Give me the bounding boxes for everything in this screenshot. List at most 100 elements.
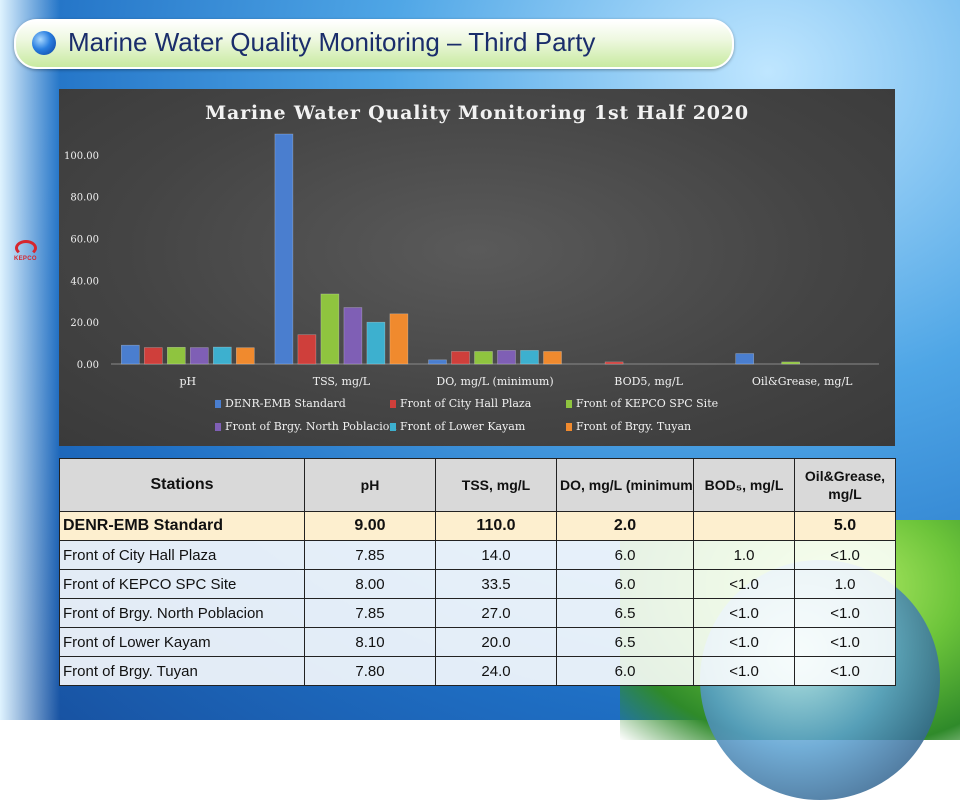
- y-tick-label: 60.00: [70, 235, 99, 246]
- bar: [428, 359, 447, 365]
- logo-icon: [15, 240, 37, 256]
- x-tick-label: Oil&Grease, mg/L: [752, 375, 853, 388]
- bar: [366, 321, 386, 365]
- bar: [389, 313, 409, 365]
- bar: [543, 351, 562, 365]
- cell-tss: 24.0: [435, 656, 557, 686]
- cell-tss: 110.0: [435, 511, 557, 541]
- header-do: DO, mg/L (minimum): [556, 458, 694, 512]
- bar: [604, 361, 624, 365]
- cell-do: 6.0: [556, 569, 694, 599]
- table-row: Front of City Hall Plaza 7.85 14.0 6.0 1…: [59, 540, 896, 570]
- cell-oil-grease: <1.0: [794, 627, 896, 657]
- legend-swatch: [390, 423, 396, 431]
- chart-title: Marine Water Quality Monitoring 1st Half…: [205, 102, 749, 124]
- chart-panel: Marine Water Quality Monitoring 1st Half…: [59, 89, 895, 446]
- header-tss: TSS, mg/L: [435, 458, 557, 512]
- cell-station: Front of City Hall Plaza: [59, 540, 305, 570]
- header-oil-grease: Oil&Grease, mg/L: [794, 458, 896, 512]
- bullet-icon: [32, 31, 56, 55]
- slide-title-bar: Marine Water Quality Monitoring – Third …: [14, 19, 734, 69]
- legend-swatch: [566, 400, 572, 408]
- bar: [144, 347, 163, 365]
- cell-do: 2.0: [556, 511, 694, 541]
- bar: [190, 347, 209, 365]
- x-tick-label: BOD5, mg/L: [614, 375, 683, 388]
- cell-bod5: <1.0: [693, 627, 795, 657]
- x-tick-label: DO, mg/L (minimum): [436, 375, 553, 388]
- legend-swatch: [215, 423, 221, 431]
- cell-bod5: 1.0: [693, 540, 795, 570]
- cell-oil-grease: 1.0: [794, 569, 896, 599]
- bar: [735, 353, 755, 365]
- cell-oil-grease: <1.0: [794, 656, 896, 686]
- legend-label: Front of City Hall Plaza: [400, 397, 532, 410]
- cell-station: DENR-EMB Standard: [59, 511, 305, 541]
- y-tick-label: 40.00: [70, 276, 99, 287]
- bar: [274, 133, 294, 365]
- bar: [474, 351, 493, 365]
- bar: [320, 293, 340, 365]
- x-tick-label: TSS, mg/L: [313, 375, 371, 388]
- cell-oil-grease: <1.0: [794, 540, 896, 570]
- left-glow: [0, 0, 60, 720]
- bar: [520, 350, 539, 365]
- data-table: Stations pH TSS, mg/L DO, mg/L (minimum)…: [59, 458, 896, 686]
- table-row: Front of Brgy. Tuyan 7.80 24.0 6.0 <1.0 …: [59, 656, 896, 686]
- legend-label: Front of Brgy. North Poblacion: [225, 420, 396, 433]
- cell-tss: 20.0: [435, 627, 557, 657]
- table-row: Front of Brgy. North Poblacion 7.85 27.0…: [59, 598, 896, 628]
- bar: [297, 334, 317, 365]
- table-row: Front of Lower Kayam 8.10 20.0 6.5 <1.0 …: [59, 627, 896, 657]
- cell-ph: 9.00: [304, 511, 436, 541]
- bar: [236, 347, 255, 365]
- bar: [451, 351, 470, 365]
- y-tick-label: 80.00: [70, 193, 99, 204]
- legend-label: Front of KEPCO SPC Site: [576, 397, 718, 410]
- bar: [343, 307, 363, 365]
- data-table-container: Stations pH TSS, mg/L DO, mg/L (minimum)…: [59, 458, 896, 686]
- kepco-logo: KEPCO: [14, 240, 40, 270]
- cell-ph: 8.00: [304, 569, 436, 599]
- cell-ph: 7.85: [304, 598, 436, 628]
- cell-bod5: [693, 511, 795, 541]
- cell-tss: 33.5: [435, 569, 557, 599]
- bar: [781, 361, 801, 365]
- table-header-row: Stations pH TSS, mg/L DO, mg/L (minimum)…: [59, 458, 896, 512]
- legend-swatch: [566, 423, 572, 431]
- y-tick-label: 0.00: [77, 360, 99, 371]
- cell-station: Front of Brgy. North Poblacion: [59, 598, 305, 628]
- bar: [497, 350, 516, 365]
- cell-bod5: <1.0: [693, 656, 795, 686]
- legend-label: DENR-EMB Standard: [225, 397, 346, 410]
- y-tick-label: 100.00: [64, 151, 99, 162]
- bar-chart: Marine Water Quality Monitoring 1st Half…: [64, 102, 879, 433]
- legend-swatch: [215, 400, 221, 408]
- header-bod5: BOD₅, mg/L: [693, 458, 795, 512]
- cell-station: Front of Brgy. Tuyan: [59, 656, 305, 686]
- legend-label: Front of Lower Kayam: [400, 420, 526, 433]
- legend-label: Front of Brgy. Tuyan: [576, 420, 691, 433]
- cell-do: 6.5: [556, 627, 694, 657]
- bar: [120, 344, 140, 365]
- cell-bod5: <1.0: [693, 569, 795, 599]
- cell-station: Front of Lower Kayam: [59, 627, 305, 657]
- bar: [213, 346, 232, 365]
- cell-ph: 7.85: [304, 540, 436, 570]
- cell-station: Front of KEPCO SPC Site: [59, 569, 305, 599]
- cell-ph: 7.80: [304, 656, 436, 686]
- y-tick-label: 20.00: [70, 318, 99, 329]
- table-row: DENR-EMB Standard 9.00 110.0 2.0 5.0: [59, 511, 896, 541]
- cell-do: 6.0: [556, 540, 694, 570]
- cell-do: 6.0: [556, 656, 694, 686]
- cell-do: 6.5: [556, 598, 694, 628]
- x-tick-label: pH: [179, 375, 196, 388]
- bar: [167, 346, 186, 365]
- cell-tss: 14.0: [435, 540, 557, 570]
- legend-swatch: [390, 400, 396, 408]
- cell-oil-grease: 5.0: [794, 511, 896, 541]
- cell-ph: 8.10: [304, 627, 436, 657]
- table-row: Front of KEPCO SPC Site 8.00 33.5 6.0 <1…: [59, 569, 896, 599]
- slide-title: Marine Water Quality Monitoring – Third …: [68, 27, 596, 57]
- cell-tss: 27.0: [435, 598, 557, 628]
